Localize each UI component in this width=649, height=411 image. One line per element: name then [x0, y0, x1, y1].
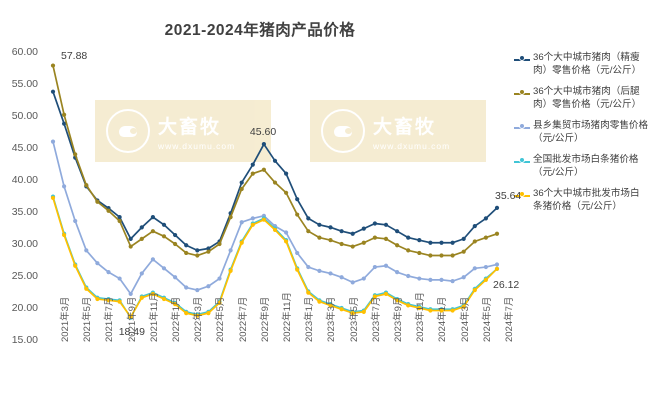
plot-area — [44, 52, 506, 340]
x-axis-tick: 2021年3月 — [60, 296, 71, 342]
legend-label: 全国批发市场白条猪价格（元/公斤） — [533, 154, 639, 178]
y-axis-tick: 15.00 — [11, 334, 38, 346]
x-axis-tick: 2023年3月 — [326, 296, 338, 342]
legend-marker-icon — [514, 89, 530, 99]
series-lines — [50, 63, 500, 320]
x-axis-tick: 2021年7月 — [104, 296, 116, 342]
x-axis-tick: 2024年3月 — [459, 296, 471, 342]
data-label: 57.88 — [61, 49, 88, 62]
watermark-logo-icon — [321, 109, 365, 153]
x-axis-labels: 2021年3月 2021年5月 2021年7月 2021年9月 2021年11月 2022… — [44, 292, 515, 408]
chart-legend: 36个大中城市猪肉（精瘦肉）零售价格（元/公斤） 36个大中城市猪肉（后腿肉）零售… — [514, 52, 649, 222]
legend-label: 36个大中城市猪肉（精瘦肉）零售价格（元/公斤） — [533, 52, 642, 76]
legend-item[interactable]: 36个大中城市猪肉（后腿肉）零售价格（元/公斤） — [514, 86, 649, 111]
watermark-right: 大畜牧 www.dxumu.com — [310, 100, 486, 162]
legend-item[interactable]: 36个大中城市批发市场白条猪价格（元/公斤） — [514, 188, 649, 213]
watermark-url: www.dxumu.com — [158, 140, 236, 151]
y-axis-tick: 20.00 — [11, 302, 38, 314]
x-axis-tick: 2021年11月 — [148, 292, 160, 342]
x-axis-tick: 2023年5月 — [348, 296, 360, 342]
x-axis-tick: 2024年7月 — [504, 296, 515, 342]
legend-item[interactable]: 县乡集贸市场猪肉零售价格（元/公斤） — [514, 120, 649, 145]
legend-marker-icon — [514, 157, 530, 167]
legend-marker-icon — [514, 123, 530, 133]
y-axis-tick: 25.00 — [11, 270, 38, 282]
data-label: 35.64 — [495, 189, 522, 202]
y-axis-tick: 60.00 — [11, 46, 38, 58]
legend-marker-icon — [514, 191, 530, 201]
x-axis-tick: 2023年11月 — [415, 292, 427, 342]
x-axis-tick: 2023年9月 — [393, 296, 404, 342]
x-axis-tick: 2022年1月 — [171, 296, 182, 342]
watermark-text: 大畜牧 — [373, 116, 437, 138]
x-axis-tick: 2022年3月 — [193, 296, 205, 342]
x-axis-tick: 2024年1月 — [437, 296, 449, 342]
watermark-left: 大畜牧 www.dxumu.com — [95, 100, 271, 162]
x-axis-tick: 2022年7月 — [237, 296, 249, 342]
x-axis-tick: 2022年9月 — [259, 296, 271, 342]
y-axis-tick: 55.00 — [11, 78, 38, 90]
series-1 — [50, 63, 500, 258]
legend-label: 36个大中城市批发市场白条猪价格（元/公斤） — [533, 188, 640, 212]
x-axis-tick: 2023年7月 — [370, 296, 382, 342]
watermark-text: 大畜牧 — [158, 116, 222, 138]
y-axis-tick: 30.00 — [11, 238, 38, 250]
legend-item[interactable]: 36个大中城市猪肉（精瘦肉）零售价格（元/公斤） — [514, 52, 649, 77]
legend-label: 县乡集贸市场猪肉零售价格（元/公斤） — [533, 120, 649, 144]
data-label: 45.60 — [249, 126, 277, 139]
x-axis-tick: 2024年5月 — [481, 296, 493, 342]
legend-item[interactable]: 全国批发市场白条猪价格（元/公斤） — [514, 154, 649, 179]
y-axis-tick: 35.00 — [11, 206, 38, 218]
x-axis-tick: 2022年11月 — [282, 292, 293, 342]
legend-marker-icon — [514, 55, 530, 65]
watermark-url: www.dxumu.com — [373, 140, 451, 151]
x-axis-tick: 2023年1月 — [304, 296, 316, 342]
x-axis-tick: 2022年5月 — [215, 296, 227, 342]
watermark-logo-icon — [106, 109, 150, 153]
y-axis-tick: 50.00 — [11, 110, 38, 122]
x-axis-tick: 2021年5月 — [82, 296, 94, 342]
y-axis-tick: 40.00 — [11, 174, 38, 186]
y-axis-labels: 15.00 20.00 25.00 30.00 35.00 40.00 45.00 50.00… — [0, 46, 42, 346]
y-axis-tick: 45.00 — [11, 142, 38, 154]
series-4 — [50, 195, 500, 320]
data-label: 26.12 — [493, 278, 520, 291]
chart-title: 2021-2024年猪肉产品价格 — [164, 22, 356, 39]
series-2 — [50, 139, 500, 297]
data-label: 18.49 — [118, 325, 145, 338]
legend-label: 36个大中城市猪肉（后腿肉）零售价格（元/公斤） — [533, 86, 642, 110]
